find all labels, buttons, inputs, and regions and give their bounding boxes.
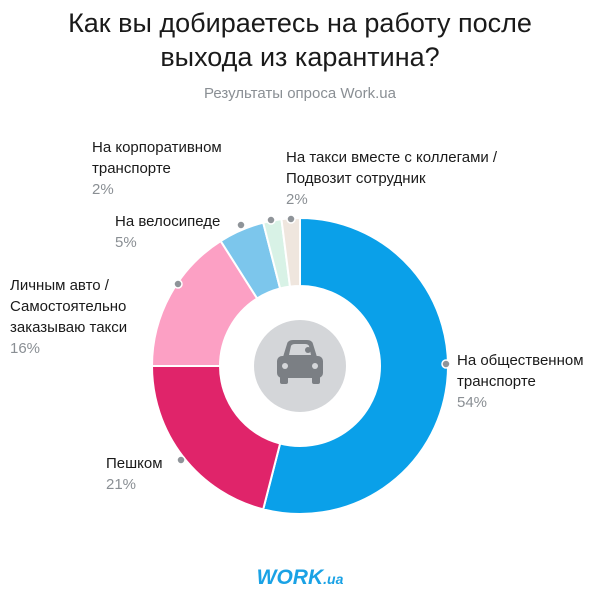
- slice-label-dot-3: [173, 279, 183, 289]
- slice-value-4: 5%: [115, 234, 137, 251]
- slice-label-1-line-1: На общественном: [457, 352, 584, 369]
- chart-subtitle: Результаты опроса Work.ua: [204, 85, 396, 102]
- slice-label-3-line-3: заказываю такси: [10, 319, 127, 336]
- slice-label-3-line-2: Самостоятельно: [10, 298, 126, 315]
- car-icon: [254, 320, 346, 412]
- donut-slices: [150, 216, 449, 515]
- slice-label-5-line-1: На корпоративном: [92, 139, 222, 156]
- donut-slice-1: [261, 216, 449, 515]
- slice-value-3: 16%: [10, 340, 40, 357]
- chart-title-line-2: выхода из карантина?: [160, 42, 440, 72]
- chart-title: Как вы добираетесь на работу после выход…: [0, 6, 600, 74]
- slice-label-dot-5: [266, 215, 276, 225]
- slice-label-2-line-1: Пешком: [106, 455, 163, 472]
- slice-value-6: 2%: [286, 191, 308, 208]
- slice-label-dot-1: [441, 359, 451, 369]
- slice-value-1: 54%: [457, 394, 487, 411]
- slice-label-1-line-2: транспорте: [457, 373, 536, 390]
- work-ua-logo: WORK.ua: [0, 566, 600, 590]
- slice-label-dot-2: [176, 455, 186, 465]
- chart-title-line-1: Как вы добираетесь на работу после: [68, 8, 532, 38]
- slice-label-6-line-2: Подвозит сотрудник: [286, 170, 426, 187]
- slice-value-5: 2%: [92, 181, 114, 198]
- slice-labels: На общественном транспорте 54% Пешком 21% Лич…: [10, 139, 584, 493]
- logo-main: WORK: [256, 566, 324, 589]
- logo-suffix: .ua: [323, 571, 344, 587]
- slice-label-3-line-1: Личным авто /: [10, 277, 110, 294]
- slice-label-dot-6: [286, 214, 296, 224]
- slice-label-4-line-1: На велосипеде: [115, 213, 220, 230]
- donut-slice-2: [150, 365, 282, 511]
- slice-label-5-line-2: транспорте: [92, 160, 171, 177]
- slice-label-6-line-1: На такси вместе с коллегами /: [286, 149, 498, 166]
- slice-label-dot-4: [236, 220, 246, 230]
- slice-value-2: 21%: [106, 476, 136, 493]
